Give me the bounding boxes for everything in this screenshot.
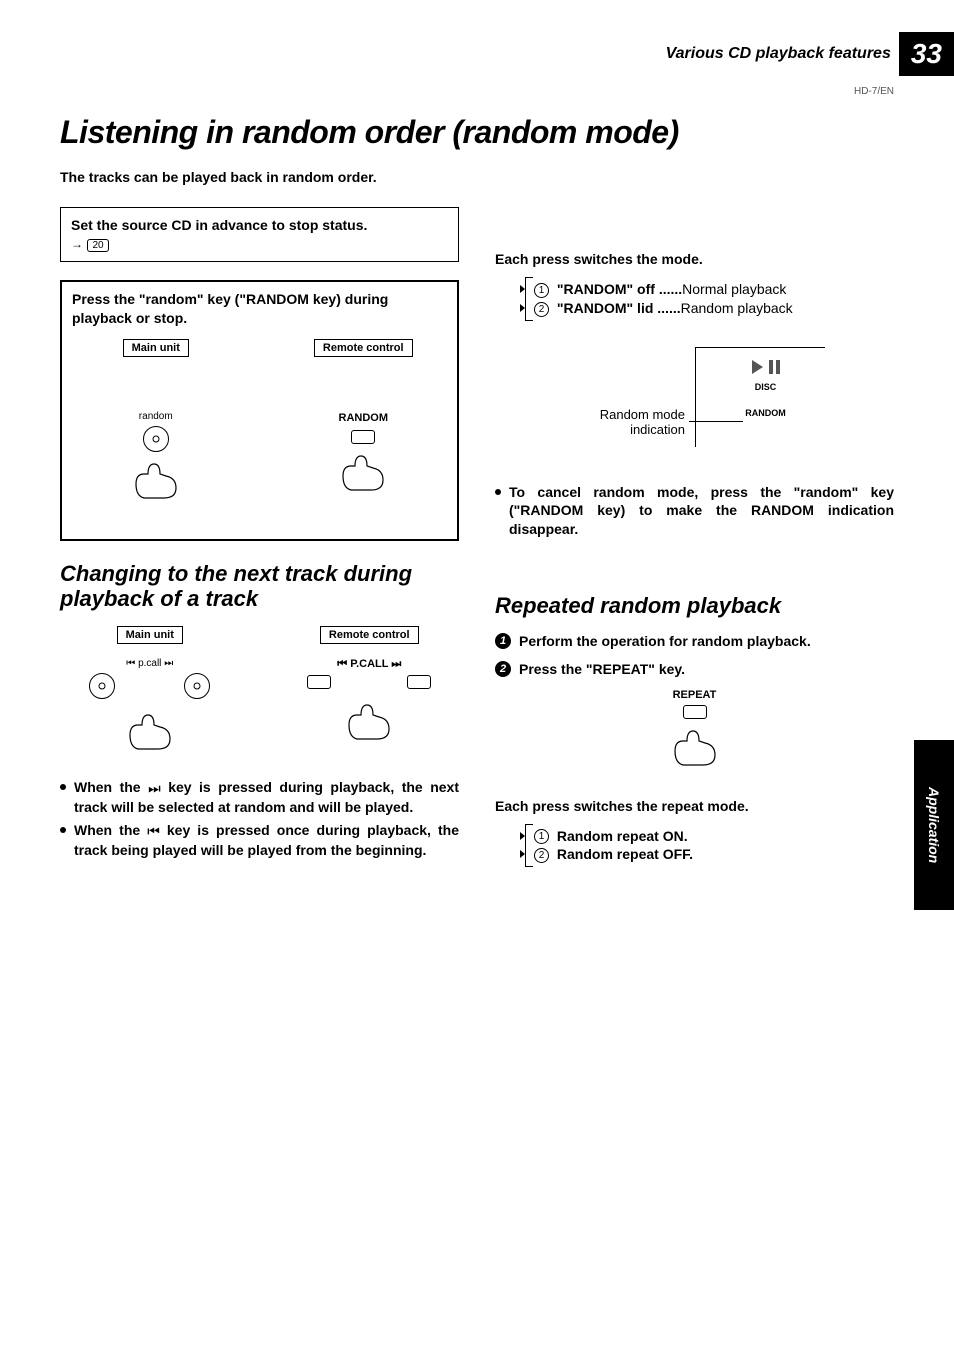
circled-one-icon: 1 [534,829,549,844]
random-button-label: random [72,411,240,422]
prev-button-icon [89,673,115,699]
next-track-icon: ⏭ [148,779,161,798]
display-callout: Random mode indication [585,407,685,437]
pcall-remote-label: ⏮ P.CALL ⏭ [280,658,460,671]
page-number: 33 [899,32,954,76]
next-remote-button-icon [407,675,431,689]
mode-option-off: 1 "RANDOM" off ......Normal playback [534,281,894,298]
play-icon [752,360,763,374]
branch-arrow-icon [520,304,525,312]
remote-label: Remote control [320,626,419,644]
pcall-main-figure: Main unit ⏮ p.call ⏭ [60,625,240,756]
pcall-remote-figure: Remote control ⏮ P.CALL ⏭ [280,625,460,756]
step-bullet-2-icon: 2 [495,661,511,677]
random-button-icon [143,426,169,452]
prev-track-icon: ⏮ [337,658,347,670]
random-remote-label: RANDOM [280,411,448,426]
main-unit-figure: Main unit random [72,338,240,505]
prev-remote-button-icon [307,675,331,689]
cancel-random-note: To cancel random mode, press the "random… [495,483,894,540]
step-instruction: Press the "random" key ("RANDOM key) dur… [72,290,447,328]
right-column: Each press switches the mode. 1 "RANDOM"… [495,207,894,867]
next-track-icon: ⏭ [391,658,401,670]
page-header: Various CD playback features 33 [0,30,954,78]
next-button-icon [184,673,210,699]
page-title: Listening in random order (random mode) [60,114,894,151]
disc-indicator: DISC [714,382,817,392]
note-next-track: When the ⏭ key is pressed during playbac… [60,778,459,817]
random-remote-button-icon [351,430,375,444]
pcall-main-label: ⏮ p.call ⏭ [60,658,240,669]
hand-press-icon [339,697,399,741]
mode-option-on: 2 "RANDOM" lid ......Random playback [534,300,894,317]
subheading-change-track: Changing to the next track during playba… [60,561,459,612]
step-bullet-1-icon: 1 [495,633,511,649]
prerequisite-box: Set the source CD in advance to stop sta… [60,207,459,262]
branch-arrow-icon [520,850,525,858]
hand-press-icon [333,448,393,492]
section-label: Various CD playback features [666,45,891,63]
next-track-icon: ⏭ [164,658,173,669]
prerequisite-text: Set the source CD in advance to stop sta… [71,216,448,235]
circled-one-icon: 1 [534,283,549,298]
repeat-button-label: REPEAT [495,689,894,701]
mode-options: 1 "RANDOM" off ......Normal playback 2 "… [525,277,894,321]
remote-label: Remote control [314,339,413,357]
display-diagram: Random mode indication DISC RANDOM [595,347,825,457]
subheading-repeated-random: Repeated random playback [495,593,894,618]
mode-switch-intro: Each press switches the mode. [495,251,894,267]
change-track-notes: When the ⏭ key is pressed during playbac… [60,778,459,859]
main-unit-label: Main unit [123,339,189,357]
reference-arrow-icon: → [71,237,83,251]
circled-two-icon: 2 [534,302,549,317]
branch-arrow-icon [520,832,525,840]
prev-track-icon: ⏮ [147,822,160,841]
cancel-note: To cancel random mode, press the "random… [495,483,894,540]
note-prev-track: When the ⏮ key is pressed once during pl… [60,821,459,860]
intro-text: The tracks can be played back in random … [60,169,894,185]
repeat-step-1: 1 Perform the operation for random playb… [495,633,894,649]
branch-arrow-icon [520,285,525,293]
doc-code: HD-7/EN [854,86,894,97]
remote-figure: Remote control RANDOM [280,338,448,505]
repeat-button-icon [683,705,707,719]
step-box: Press the "random" key ("RANDOM key) dur… [60,280,459,541]
left-column: Set the source CD in advance to stop sta… [60,207,459,867]
repeat-mode-on: 1 Random repeat ON. [534,828,894,845]
page-reference: 20 [87,239,108,252]
hand-press-icon [120,707,180,751]
repeat-mode-off: 2 Random repeat OFF. [534,846,894,863]
pause-icon [769,360,780,374]
repeat-mode-options: 1 Random repeat ON. 2 Random repeat OFF. [525,824,894,868]
page-body: Listening in random order (random mode) … [60,100,894,1312]
side-tab-application: Application [914,740,954,910]
hand-press-icon [126,456,186,500]
main-unit-label: Main unit [117,626,183,644]
repeat-mode-intro: Each press switches the repeat mode. [495,798,894,814]
display-frame: DISC RANDOM [695,347,825,447]
circled-two-icon: 2 [534,848,549,863]
repeat-step-2: 2 Press the "REPEAT" key. [495,661,894,677]
prev-track-icon: ⏮ [126,658,135,669]
repeat-button-figure: REPEAT [495,689,894,772]
random-indicator: RANDOM [714,408,817,418]
hand-press-icon [665,723,725,767]
